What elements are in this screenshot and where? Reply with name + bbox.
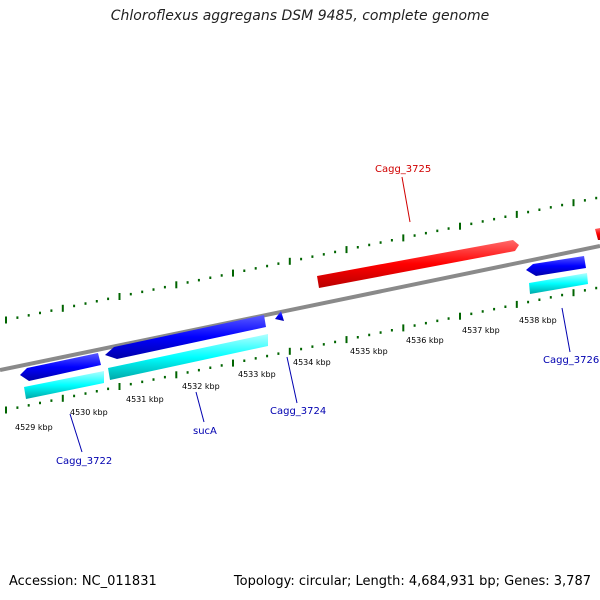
feature-cagg-3726-cds[interactable] — [529, 273, 588, 294]
scale-label-4536: 4536 kbp — [406, 336, 444, 345]
genome-summary-text: Topology: circular; Length: 4,684,931 bp… — [233, 574, 591, 589]
feature-cagg-3722-cds[interactable] — [24, 371, 104, 399]
leader-cagg-3724 — [286, 356, 298, 404]
reverse-tick-track — [5, 286, 598, 414]
gene-label-cagg-3726[interactable]: Cagg_3726 — [543, 355, 599, 366]
scale-label-4535: 4535 kbp — [350, 347, 388, 356]
scale-label-4530: 4530 kbp — [70, 408, 108, 417]
map-title: Chloroflexus aggregans DSM 9485, complet… — [110, 8, 490, 24]
gene-cagg-3727-arrow-partial[interactable] — [595, 228, 600, 240]
leader-cagg-3726 — [561, 307, 571, 353]
scale-label-4529: 4529 kbp — [15, 423, 53, 432]
gene-sucA-arrow[interactable] — [105, 315, 266, 359]
scale-label-4534: 4534 kbp — [293, 358, 331, 367]
leader-cagg-3725 — [401, 176, 411, 223]
accession-text: Accession: NC_011831 — [9, 574, 157, 589]
gene-label-cagg-3724[interactable]: Cagg_3724 — [270, 406, 326, 417]
genome-backbone — [0, 244, 600, 372]
scale-label-4532: 4532 kbp — [182, 382, 220, 391]
scale-label-4533: 4533 kbp — [238, 370, 276, 379]
gene-label-cagg-3725[interactable]: Cagg_3725 — [375, 164, 431, 175]
scale-label-4531: 4531 kbp — [126, 395, 164, 404]
leader-cagg-3722 — [69, 413, 83, 453]
feature-sucA-cds[interactable] — [108, 334, 268, 380]
gene-cagg-3722-arrow[interactable] — [20, 353, 101, 381]
leader-sucA — [195, 391, 205, 423]
gene-cagg-3724-arrow[interactable] — [275, 311, 284, 321]
forward-tick-track — [5, 196, 598, 324]
scale-label-4538: 4538 kbp — [519, 316, 557, 325]
scale-label-4537: 4537 kbp — [462, 326, 500, 335]
gene-label-cagg-3722[interactable]: Cagg_3722 — [56, 456, 112, 467]
gene-cagg-3726-arrow[interactable] — [526, 256, 586, 276]
gene-cagg-3725-arrow[interactable] — [317, 240, 519, 288]
gene-label-sucA[interactable]: sucA — [193, 426, 217, 437]
